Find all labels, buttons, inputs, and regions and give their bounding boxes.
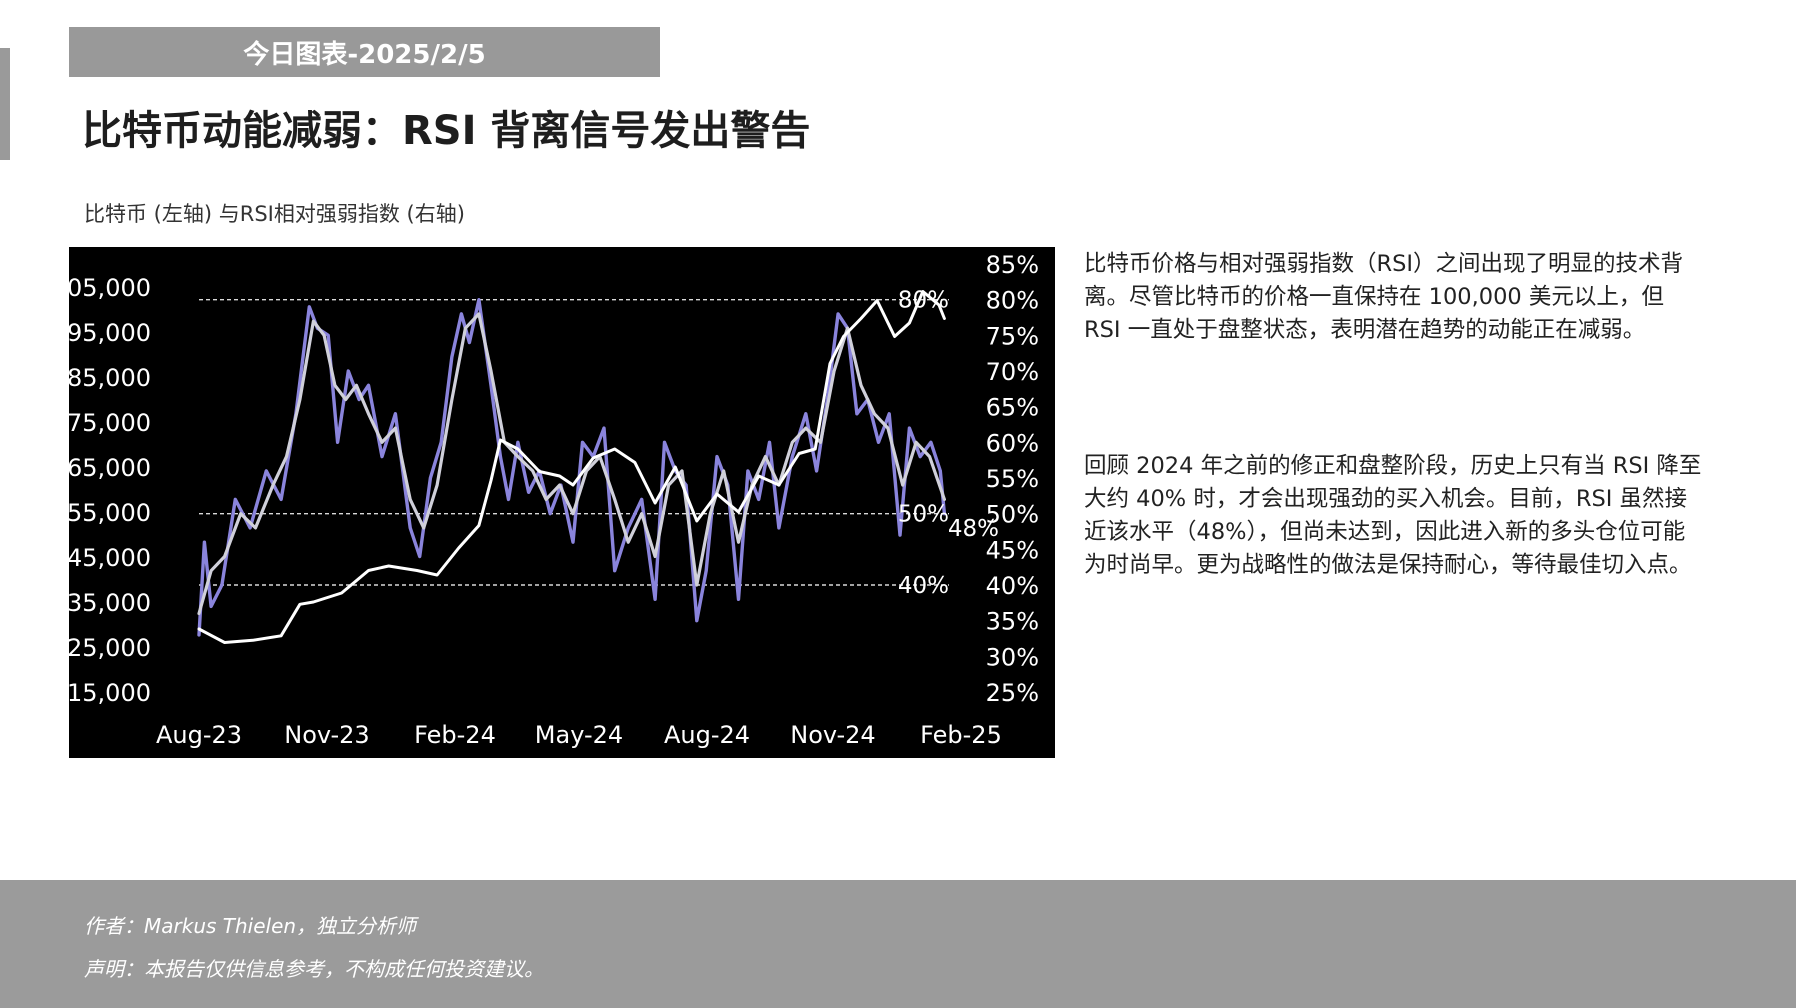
x-axis-ticks: Aug-23 Nov-23 Feb-24 May-24 Aug-24 Nov-24 Feb-… xyxy=(156,721,1002,749)
chart-subtitle: 比特币 (左轴) 与RSI相对强弱指数 (右轴) xyxy=(84,202,465,226)
left-tick-label: 95,000 xyxy=(69,319,151,347)
left-tick-label: 15,000 xyxy=(69,679,151,707)
right-tick-label: 85% xyxy=(986,251,1039,279)
footer-author: 作者：Markus Thielen，独立分析师 xyxy=(84,914,417,938)
x-tick-label: Nov-23 xyxy=(284,721,369,749)
page-title: 比特币动能减弱：RSI 背离信号发出警告 xyxy=(82,108,811,154)
btc-rsi-chart: 105,000 95,000 85,000 75,000 65,000 55,000 45,… xyxy=(69,251,1039,749)
left-accent-bar xyxy=(0,48,10,160)
reference-label-50: 50% xyxy=(898,502,949,528)
left-tick-label: 25,000 xyxy=(69,634,151,662)
right-tick-label: 25% xyxy=(986,679,1039,707)
analysis-paragraph-2: 回顾 2024 年之前的修正和盘整阶段，历史上只有当 RSI 降至大约 40% … xyxy=(1084,453,1702,578)
reference-label-80: 80% xyxy=(898,288,949,314)
x-tick-label: Aug-24 xyxy=(664,721,750,749)
right-tick-label: 65% xyxy=(986,394,1039,422)
date-tab: 今日图表-2025/2/5 xyxy=(69,27,660,77)
x-tick-label: Feb-24 xyxy=(414,721,496,749)
left-tick-label: 75,000 xyxy=(69,409,151,437)
footer: 作者：Markus Thielen，独立分析师 声明：本报告仅供信息参考，不构成… xyxy=(0,880,1796,1008)
chart-panel: 105,000 95,000 85,000 75,000 65,000 55,000 45,… xyxy=(69,247,1055,758)
right-tick-label: 40% xyxy=(986,572,1039,600)
right-tick-label: 70% xyxy=(986,358,1039,386)
reference-labels: 80% 50% 40% 48% xyxy=(898,288,999,599)
left-tick-label: 35,000 xyxy=(69,589,151,617)
right-tick-label: 80% xyxy=(986,287,1039,315)
footer-disclaimer: 声明：本报告仅供信息参考，不构成任何投资建议。 xyxy=(84,957,544,981)
left-tick-label: 105,000 xyxy=(69,274,151,302)
x-tick-label: Feb-25 xyxy=(920,721,1002,749)
series-line-0 xyxy=(197,290,946,644)
left-tick-label: 65,000 xyxy=(69,454,151,482)
reference-label-40: 40% xyxy=(898,573,949,599)
left-tick-label: 85,000 xyxy=(69,364,151,392)
left-tick-label: 55,000 xyxy=(69,499,151,527)
x-tick-label: Aug-23 xyxy=(156,721,242,749)
left-axis-ticks: 105,000 95,000 85,000 75,000 65,000 55,000 45,… xyxy=(69,274,151,707)
x-tick-label: May-24 xyxy=(535,721,623,749)
left-tick-label: 45,000 xyxy=(69,544,151,572)
right-tick-label: 55% xyxy=(986,465,1039,493)
right-tick-label: 30% xyxy=(986,643,1039,671)
right-tick-label: 50% xyxy=(986,501,1039,529)
right-tick-label: 75% xyxy=(986,322,1039,350)
x-tick-label: Nov-24 xyxy=(790,721,875,749)
right-tick-label: 60% xyxy=(986,429,1039,457)
right-tick-label: 45% xyxy=(986,536,1039,564)
right-axis-ticks: 85% 80% 75% 70% 65% 60% 55% 50% 45% 40% 35% 30% 25% xyxy=(986,251,1039,707)
right-tick-label: 35% xyxy=(986,608,1039,636)
analysis-paragraph-1: 比特币价格与相对强弱指数（RSI）之间出现了明显的技术背离。尽管比特币的价格一直… xyxy=(1084,251,1684,343)
series-lines xyxy=(197,290,947,644)
annotation-label-48: 48% xyxy=(948,516,999,542)
